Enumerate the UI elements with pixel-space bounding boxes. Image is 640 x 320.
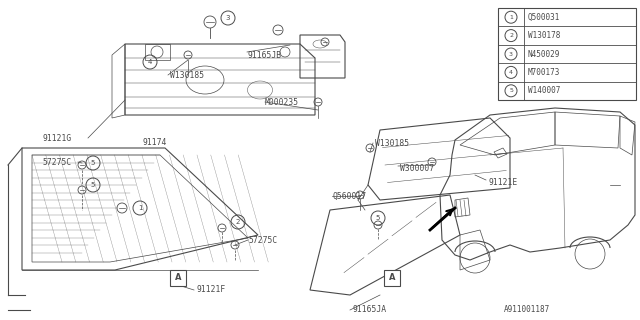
- Text: 5: 5: [376, 215, 380, 221]
- Text: 1: 1: [509, 15, 513, 20]
- Text: 1: 1: [138, 205, 142, 211]
- Text: 91121G: 91121G: [42, 133, 71, 142]
- Bar: [384, 270, 400, 286]
- Text: W140007: W140007: [528, 86, 561, 95]
- Bar: [170, 270, 186, 286]
- Text: W130185: W130185: [375, 139, 409, 148]
- Text: 5: 5: [91, 160, 95, 166]
- Text: A: A: [175, 274, 181, 283]
- Text: 91121F: 91121F: [196, 285, 225, 294]
- Text: 57275C: 57275C: [42, 157, 71, 166]
- Text: A911001187: A911001187: [504, 306, 550, 315]
- Text: W300007: W300007: [400, 164, 434, 172]
- Text: W130185: W130185: [170, 70, 204, 79]
- Text: M700173: M700173: [528, 68, 561, 77]
- Text: 91165JB: 91165JB: [247, 51, 281, 60]
- Text: 3: 3: [226, 15, 230, 21]
- Text: 91165JA: 91165JA: [352, 306, 386, 315]
- Text: N450029: N450029: [528, 50, 561, 59]
- Text: 4: 4: [509, 70, 513, 75]
- Text: 57275C: 57275C: [248, 236, 277, 244]
- Text: M000235: M000235: [265, 98, 299, 107]
- Text: 3: 3: [509, 52, 513, 57]
- Text: Q500031: Q500031: [528, 13, 561, 22]
- Text: 5: 5: [91, 182, 95, 188]
- Text: 4: 4: [148, 59, 152, 65]
- Text: 91174: 91174: [142, 138, 166, 147]
- Text: A: A: [388, 274, 396, 283]
- Bar: [498, 8, 636, 100]
- Text: Q560017: Q560017: [332, 191, 366, 201]
- Text: 91121E: 91121E: [488, 178, 517, 187]
- Text: 5: 5: [509, 88, 513, 93]
- Text: 2: 2: [236, 219, 240, 225]
- Text: W130178: W130178: [528, 31, 561, 40]
- Text: 2: 2: [509, 33, 513, 38]
